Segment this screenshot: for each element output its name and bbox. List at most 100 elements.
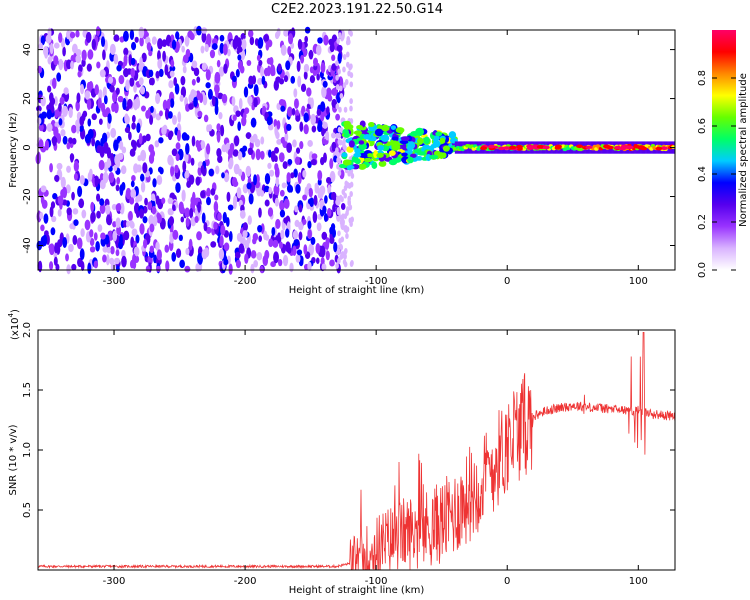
heatmap-cell	[358, 140, 365, 145]
heatmap-cell	[308, 187, 313, 198]
snr-frame	[37, 329, 676, 571]
heatmap-cell	[423, 136, 430, 144]
heatmap-cell	[139, 223, 145, 235]
heatmap-cell	[337, 248, 341, 255]
heatmap-cell	[283, 217, 289, 224]
heatmap-cell	[247, 29, 254, 38]
heatmap-cell	[149, 223, 155, 233]
heatmap-cell	[329, 259, 335, 267]
heatmap-cell	[325, 250, 330, 261]
heatmap-cell	[50, 227, 56, 236]
heatmap-cell	[331, 63, 337, 71]
heatmap-cell	[220, 124, 225, 137]
heatmap-cell	[167, 131, 173, 141]
heatmap-cell	[107, 113, 112, 124]
heatmap-cell	[264, 173, 271, 185]
heatmap-cell	[138, 132, 143, 145]
heatmap-cell	[178, 234, 183, 242]
heatmap-cell	[337, 157, 342, 164]
heatmap-cell	[217, 92, 224, 100]
heatmap-cell	[141, 105, 146, 112]
heatmap-cell	[245, 132, 252, 140]
heatmap-cell	[142, 216, 148, 224]
colorbar-label: Normalized spectral amplitude	[738, 73, 749, 227]
heatmap-cell	[136, 164, 142, 173]
heatmap-cell	[188, 103, 194, 110]
heatmap-cell	[89, 246, 96, 253]
heatmap-cell	[542, 145, 550, 150]
heatmap-cell	[182, 65, 187, 74]
heatmap-cell	[376, 152, 384, 158]
heatmap-cell	[277, 63, 282, 72]
heatmap-cell	[150, 105, 154, 114]
heatmap-cell	[84, 219, 91, 231]
heatmap-cell	[178, 201, 184, 214]
heatmap-cell	[299, 121, 304, 132]
heatmap-cell	[342, 82, 347, 89]
heatmap-cell	[121, 249, 126, 258]
snr-ytick-label: 0.5	[22, 502, 33, 518]
heatmap-cell	[196, 76, 201, 83]
heatmap-cell	[47, 56, 53, 65]
colorbar	[712, 30, 736, 270]
heatmap-cell	[79, 248, 85, 261]
heatmap-cell	[340, 203, 346, 210]
heatmap-cell	[77, 257, 83, 268]
heatmap-cell	[293, 88, 298, 98]
heatmap-cell	[320, 62, 326, 74]
heatmap-cell	[69, 223, 75, 230]
heatmap-cell	[303, 112, 309, 123]
heatmap-cell	[110, 127, 117, 139]
heatmap-cell	[267, 207, 274, 217]
heatmap-cell	[86, 63, 92, 72]
heatmap-cell	[124, 115, 130, 125]
heatmap-cell	[52, 193, 58, 200]
heatmap-cell	[133, 246, 140, 257]
heatmap-cell	[71, 263, 77, 271]
heatmap-cell	[320, 257, 325, 266]
heatmap-cell	[46, 109, 52, 120]
heatmap-cell	[182, 160, 187, 173]
heatmap-cell	[184, 35, 190, 47]
heatmap-cell	[338, 194, 343, 201]
heatmap-cell	[148, 69, 154, 78]
heatmap-cell	[131, 122, 136, 130]
heatmap-cell	[196, 25, 202, 36]
heatmap-cell	[45, 34, 52, 44]
heatmap-cell	[54, 109, 59, 119]
heatmap-cell	[57, 195, 64, 206]
heatmap-cell	[336, 209, 341, 216]
heatmap-cell	[320, 101, 326, 112]
heatmap-cell	[302, 170, 307, 178]
heatmap-cell	[336, 37, 340, 44]
heatmap-cell	[274, 146, 280, 154]
heatmap-cell	[126, 98, 133, 109]
heatmap-cell	[40, 195, 45, 205]
heatmap-cell	[337, 170, 342, 177]
heatmap-cell	[132, 140, 137, 152]
heatmap-cell	[303, 71, 308, 80]
heatmap-cell	[204, 43, 209, 53]
heatmap-cell	[294, 205, 299, 213]
heatmap-cell	[368, 122, 375, 128]
heatmap-cell	[196, 231, 202, 241]
heatmap-cell	[441, 152, 447, 159]
heatmap-cell	[232, 149, 239, 157]
heatmap-cell	[349, 72, 354, 79]
heatmap-cell	[140, 149, 147, 162]
heatmap-cell	[197, 110, 203, 117]
heatmap-cell	[214, 104, 219, 116]
heatmap-cell	[180, 216, 185, 223]
heatmap-cell	[343, 253, 347, 260]
heatmap-cell	[117, 95, 124, 103]
heatmap-cell	[62, 237, 68, 248]
heatmap-cell	[320, 109, 325, 122]
heatmap-cell	[315, 242, 321, 254]
heatmap-cell	[185, 247, 190, 255]
heatmap-cell	[248, 193, 254, 205]
heatmap-cell	[94, 175, 99, 188]
heatmap-cell	[162, 50, 166, 62]
heatmap-cell	[287, 247, 292, 254]
heatmap-cell	[164, 64, 169, 76]
heatmap-cell	[332, 228, 336, 238]
